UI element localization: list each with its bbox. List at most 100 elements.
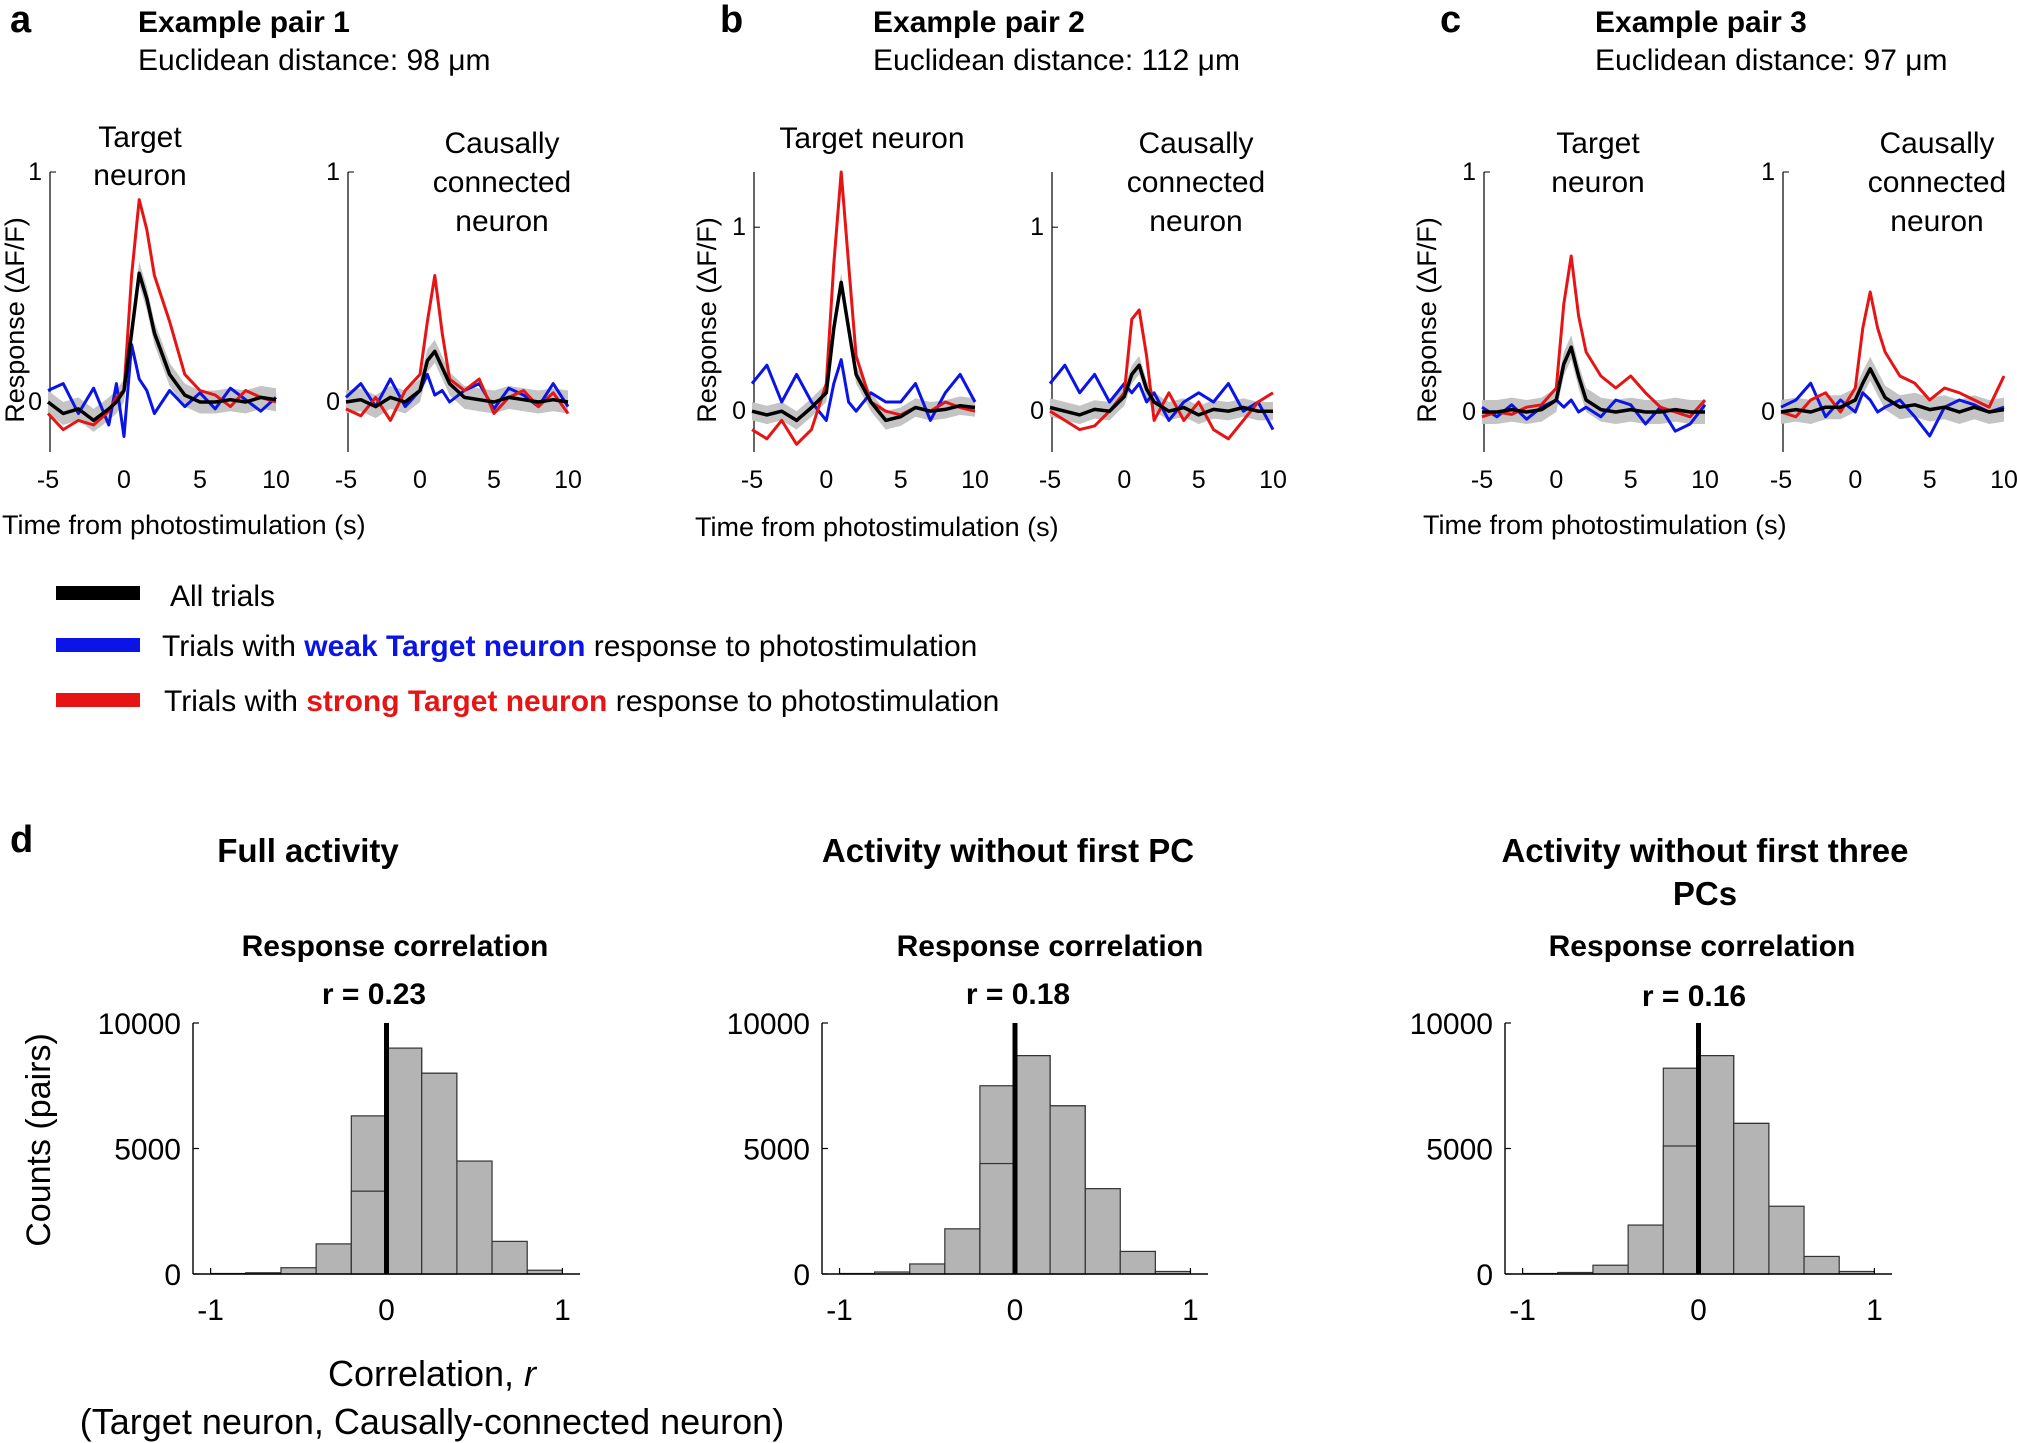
y-tick-label: 1 bbox=[28, 158, 42, 186]
y-tick-label: 0 bbox=[326, 388, 340, 416]
title-line: neuron bbox=[93, 159, 186, 192]
x-tick-label: 10 bbox=[961, 466, 989, 494]
hist-x-axis-label-line2: (Target neuron, Causally-connected neuro… bbox=[80, 1401, 784, 1442]
y-tick-label: 0 bbox=[732, 397, 746, 425]
legend-label-strong: Trials with strong Target neuron respons… bbox=[164, 685, 999, 718]
title-line: Activity without first three bbox=[1501, 832, 1908, 869]
trace-plot-c-target: 0 1 -5 0 5 10 bbox=[1462, 158, 1719, 494]
x-tick-label: 0 bbox=[1848, 466, 1862, 494]
y-tick-label: 1 bbox=[326, 158, 340, 186]
x-axis-label-b: Time from photostimulation (s) bbox=[695, 512, 1059, 542]
series-all-line bbox=[1482, 345, 1705, 414]
hist-bar bbox=[1768, 1205, 1805, 1275]
hist-bar bbox=[1119, 1250, 1156, 1275]
hist-annotation-3: r = 0.16 bbox=[1642, 980, 1746, 1013]
y-tick-label: 5000 bbox=[1426, 1134, 1493, 1167]
pair-title-a: Example pair 1 bbox=[138, 6, 350, 39]
subplot-title-b-causal: Causally connected neuron bbox=[1127, 127, 1265, 238]
hist-subtitle-1: Response correlation bbox=[242, 930, 549, 963]
hist-bar bbox=[944, 1228, 981, 1275]
hist-title-3: Activity without first three PCs bbox=[1501, 832, 1908, 912]
y-tick-label: 0 bbox=[1030, 397, 1044, 425]
legend-strong-post: response to photostimulation bbox=[607, 685, 999, 718]
sem-band bbox=[1050, 356, 1273, 425]
y-tick-label: 1 bbox=[1030, 213, 1044, 241]
legend-strong-highlight: strong Target neuron bbox=[306, 685, 607, 718]
title-line: connected bbox=[1127, 166, 1265, 199]
xlabel-text: Correlation, bbox=[328, 1353, 524, 1394]
y-tick-label: 10000 bbox=[98, 1008, 181, 1041]
y-tick-label: 1 bbox=[1462, 158, 1476, 186]
y-tick-label: 0 bbox=[1462, 398, 1476, 426]
subplot-title-a-causal: Causally connected neuron bbox=[433, 127, 571, 238]
y-axis-label-c: Response (ΔF/F) bbox=[1412, 217, 1442, 423]
title-line: Causally bbox=[1138, 127, 1253, 160]
y-tick-label: 0 bbox=[164, 1259, 181, 1292]
series-all-line bbox=[46, 271, 277, 423]
y-tick-label: 0 bbox=[793, 1259, 810, 1292]
hist-bar bbox=[1084, 1188, 1121, 1275]
pair-distance-c: Euclidean distance: 97 μm bbox=[1595, 44, 1948, 77]
x-tick-label: 5 bbox=[193, 466, 207, 494]
panel-label-d: d bbox=[10, 819, 33, 861]
title-line: Target bbox=[1556, 127, 1640, 160]
series-strong-line bbox=[345, 274, 570, 422]
hist-bar bbox=[979, 1162, 1016, 1275]
x-tick-label: 1 bbox=[1182, 1294, 1199, 1327]
pair-title-b: Example pair 2 bbox=[873, 6, 1085, 39]
y-axis-label-a: Response (ΔF/F) bbox=[0, 217, 30, 423]
x-tick-label: 10 bbox=[554, 466, 582, 494]
x-tick-label: -5 bbox=[37, 466, 59, 494]
subplot-title-c-causal: Causally connected neuron bbox=[1868, 127, 2006, 238]
hist-bar bbox=[909, 1263, 946, 1275]
hist-bar bbox=[315, 1243, 352, 1275]
title-line: Target bbox=[98, 121, 182, 154]
x-tick-label: 0 bbox=[1117, 466, 1131, 494]
y-axis-label-b: Response (ΔF/F) bbox=[692, 217, 722, 423]
trace-plot-a-causal: 0 1 -5 0 5 10 bbox=[326, 158, 582, 494]
series-all-line bbox=[345, 349, 569, 409]
hist-x-axis-label-line1: Correlation, r bbox=[328, 1353, 538, 1394]
legend-strong-pre: Trials with bbox=[164, 685, 306, 718]
hist-bar bbox=[456, 1160, 493, 1275]
xlabel-r: r bbox=[524, 1353, 538, 1394]
y-tick-label: 10000 bbox=[727, 1008, 810, 1041]
trace-plot-a-target: 0 1 -5 0 5 10 bbox=[28, 158, 290, 494]
x-tick-label: 0 bbox=[819, 466, 833, 494]
title-line: neuron bbox=[455, 205, 548, 238]
legend: All trials Trials with weak Target neuro… bbox=[56, 580, 999, 718]
x-tick-label: 10 bbox=[1259, 466, 1287, 494]
hist-annotation-2: r = 0.18 bbox=[966, 978, 1070, 1011]
legend-swatch-weak bbox=[56, 638, 140, 652]
x-tick-label: 5 bbox=[1624, 466, 1638, 494]
series-weak-line bbox=[1780, 381, 2005, 438]
x-tick-label: 10 bbox=[1691, 466, 1719, 494]
hist-bar bbox=[1627, 1224, 1664, 1275]
sem-band bbox=[48, 261, 276, 432]
panel-label-b: b bbox=[720, 0, 743, 41]
x-tick-label: 0 bbox=[1690, 1294, 1707, 1327]
sem-band bbox=[346, 339, 568, 419]
title-line: connected bbox=[1868, 166, 2006, 199]
title-line: connected bbox=[433, 166, 571, 199]
pair-distance-b: Euclidean distance: 112 μm bbox=[873, 44, 1240, 77]
hist-bar bbox=[491, 1240, 528, 1275]
y-tick-label: 10000 bbox=[1410, 1008, 1493, 1041]
x-tick-label: 0 bbox=[1007, 1294, 1024, 1327]
y-tick-label: 0 bbox=[1761, 398, 1775, 426]
title-line: neuron bbox=[1890, 205, 1983, 238]
histogram-3: 0 5000 10000 -1 0 1 bbox=[1410, 1008, 1892, 1327]
y-tick-label: 1 bbox=[732, 213, 746, 241]
legend-swatch-all bbox=[56, 586, 140, 600]
series-strong-line bbox=[1780, 290, 2006, 419]
subplot-title-a-target: Target neuron bbox=[93, 121, 186, 192]
pair-title-c: Example pair 3 bbox=[1595, 6, 1807, 39]
hist-bar bbox=[1662, 1145, 1700, 1275]
x-tick-label: 1 bbox=[554, 1294, 571, 1327]
x-tick-label: -5 bbox=[335, 466, 357, 494]
histogram-1: 0 5000 10000 -1 0 1 bbox=[98, 1008, 580, 1327]
legend-weak-pre: Trials with bbox=[162, 630, 304, 663]
x-tick-label: 5 bbox=[894, 466, 908, 494]
subplot-title-b-target: Target neuron bbox=[779, 122, 964, 155]
